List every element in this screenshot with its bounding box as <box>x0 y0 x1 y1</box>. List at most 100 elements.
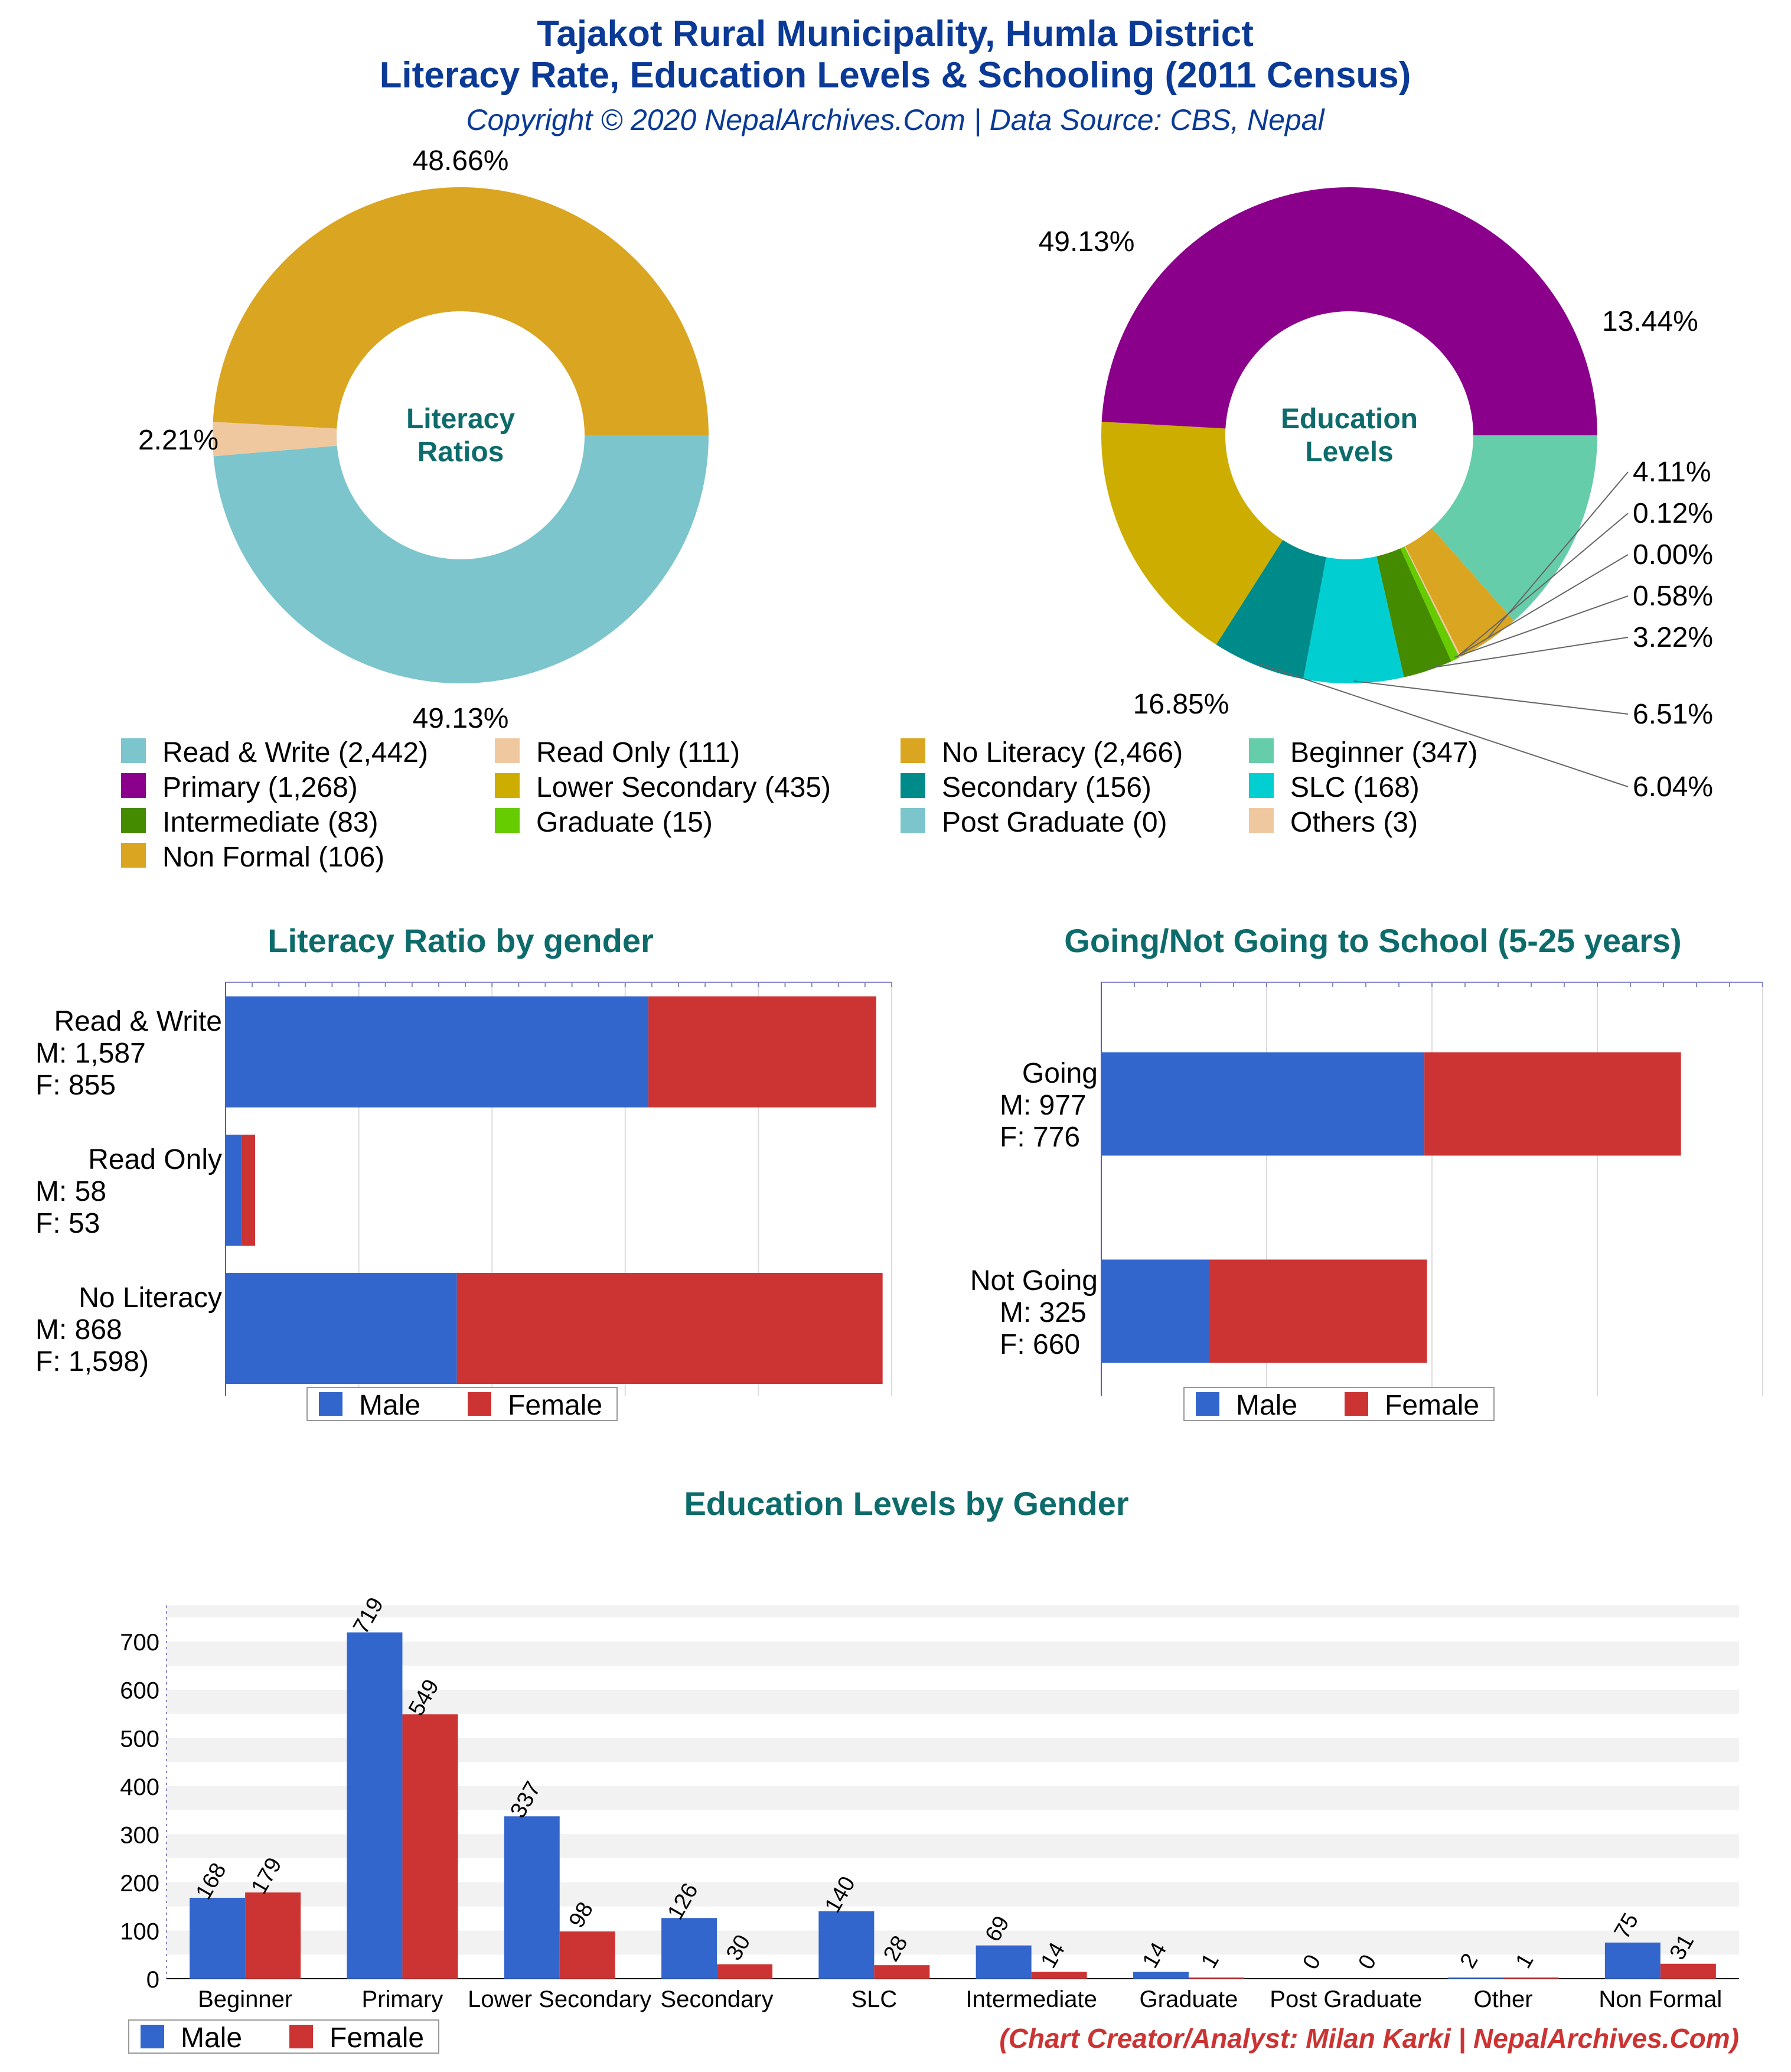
donut-legend: Read & Write (2,442) Read Only (111) No Li… <box>121 737 1478 873</box>
donut-slice <box>1431 435 1597 621</box>
legend-label-female: Female <box>508 1390 602 1421</box>
x-tick-label: Beginner <box>198 1986 292 2012</box>
donut-center-label: Levels <box>1305 436 1393 468</box>
slice-percent-label: 16.85% <box>1133 689 1229 720</box>
legend-swatch <box>495 808 520 833</box>
leader-line <box>1454 595 1629 658</box>
female-bar <box>874 1965 930 1979</box>
legend-swatch <box>901 773 925 798</box>
main-title-line1: Tajakot Rural Municipality, Humla Distri… <box>537 14 1254 54</box>
donut-center-label: Education <box>1281 403 1418 435</box>
legend-box <box>1183 1387 1495 1421</box>
female-bar <box>1031 1972 1087 1979</box>
chart-title: Education Levels by Gender <box>684 1485 1128 1522</box>
y-tick-label: 500 <box>120 1726 159 1752</box>
slice-percent-label: 49.13% <box>413 703 509 734</box>
main-title-line2: Literacy Rate, Education Levels & School… <box>380 55 1411 96</box>
x-tick-label: Intermediate <box>965 1986 1097 2012</box>
x-tick-label: Primary <box>362 1986 443 2012</box>
donut-slice <box>1101 187 1597 435</box>
slice-percent-label: 2.21% <box>138 425 218 456</box>
grid-band <box>167 1641 1739 1666</box>
slice-percent-label: 48.66% <box>413 145 509 177</box>
male-bar <box>1133 1972 1189 1979</box>
y-tick-label: 200 <box>120 1871 159 1897</box>
male-bar <box>347 1632 403 1979</box>
female-bar <box>245 1892 301 1979</box>
legend-label: Others (3) <box>1290 807 1418 838</box>
legend-label-female: Female <box>330 2022 424 2054</box>
y-tick-label: 300 <box>120 1822 159 1848</box>
donut-slice <box>1400 546 1460 662</box>
legend-label: Non Formal (106) <box>162 842 384 873</box>
legend-swatch <box>901 738 925 763</box>
legend-swatch <box>1249 808 1274 833</box>
category-label: Going <box>1022 1058 1098 1089</box>
female-bar <box>717 1964 773 1979</box>
donut-slice <box>1216 540 1326 679</box>
legend-swatch <box>901 808 925 833</box>
leader-line <box>1427 637 1629 669</box>
leader-line <box>1458 554 1629 656</box>
category-label: F: 1,598) <box>35 1346 149 1377</box>
legend-swatch <box>121 738 146 763</box>
category-label: Read Only <box>88 1144 222 1175</box>
male-bar <box>226 1273 457 1384</box>
legend-label: Read & Write (2,442) <box>162 737 428 768</box>
legend-box <box>128 2019 439 2054</box>
female-bar <box>559 1931 615 1979</box>
category-label: No Literacy <box>79 1282 222 1314</box>
male-bar <box>1101 1052 1425 1156</box>
y-tick-label: 100 <box>120 1918 159 1944</box>
legend-swatch <box>495 738 520 763</box>
male-bar <box>818 1911 875 1979</box>
category-label: Not Going <box>970 1265 1098 1296</box>
donut-slice <box>1303 556 1404 683</box>
legend-label: Graduate (15) <box>536 807 713 838</box>
school-going-chart: Going/Not Going to School (5-25 years) Go… <box>970 922 1763 1421</box>
legend-swatch-male <box>1196 1392 1219 1416</box>
legend-label-female: Female <box>1385 1390 1479 1421</box>
slice-percent-label: 6.04% <box>1633 771 1713 803</box>
male-bar <box>1101 1259 1209 1363</box>
category-label: M: 325 <box>1000 1297 1087 1328</box>
female-bar <box>1188 1977 1244 1979</box>
donut-slice <box>1405 528 1514 657</box>
x-tick-label: SLC <box>851 1986 897 2012</box>
legend-label: No Literacy (2,466) <box>942 737 1183 768</box>
slice-percent-label: 6.51% <box>1633 699 1713 730</box>
legend-swatch-female <box>468 1392 491 1416</box>
legend-label-male: Male <box>1236 1390 1297 1421</box>
legend-label: Lower Secondary (435) <box>536 772 831 803</box>
male-bar <box>1447 1977 1503 1979</box>
credit-text: (Chart Creator/Analyst: Milan Karki | Ne… <box>999 2023 1739 2054</box>
legend-swatch <box>121 808 146 833</box>
male-bar <box>226 1135 242 1246</box>
category-label: M: 58 <box>35 1176 106 1207</box>
donut-slice <box>213 435 709 683</box>
legend-label: Post Graduate (0) <box>942 807 1167 838</box>
legend-swatch-male <box>319 1392 342 1416</box>
legend-swatch <box>1249 738 1274 763</box>
slice-percent-label: 0.12% <box>1633 498 1713 529</box>
female-bar <box>456 1273 883 1384</box>
category-label: M: 977 <box>1000 1090 1087 1121</box>
grid-band <box>167 1689 1739 1714</box>
leader-line <box>1459 513 1629 656</box>
male-bar <box>661 1918 717 1979</box>
female-bar <box>402 1714 458 1979</box>
category-label: F: 776 <box>1000 1122 1080 1153</box>
leader-line <box>1258 663 1629 787</box>
education-levels-by-gender-chart: Education Levels by Gender 0 100 200 300 400 5… <box>120 1485 1739 2054</box>
slice-percent-label: 13.44% <box>1602 306 1698 337</box>
x-tick-label: Graduate <box>1140 1986 1238 2012</box>
category-label: F: 53 <box>35 1208 100 1239</box>
legend-swatch <box>1249 773 1274 798</box>
x-tick-label: Secondary <box>660 1986 773 2012</box>
slice-percent-label: 0.00% <box>1633 539 1713 571</box>
x-tick-label: Non Formal <box>1598 1986 1722 2012</box>
